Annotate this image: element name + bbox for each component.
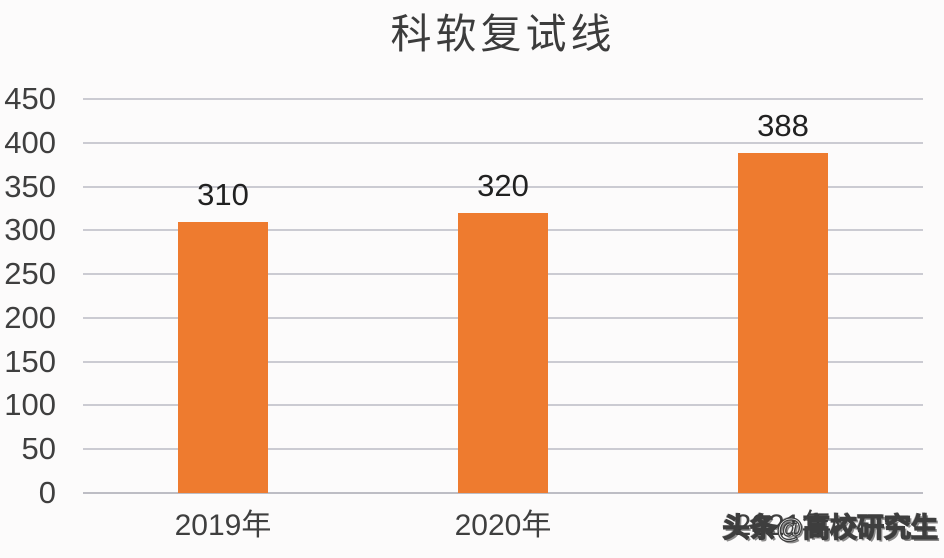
x-tick-label: 2021年 — [734, 509, 832, 542]
y-tick-label: 0 — [38, 475, 56, 510]
chart-title: 科软复试线 — [390, 11, 616, 57]
bar-value-label: 310 — [197, 176, 249, 212]
gridline — [83, 492, 923, 494]
y-tick-label: 300 — [4, 212, 56, 248]
y-tick-label: 150 — [4, 343, 56, 379]
y-tick-label: 200 — [4, 299, 56, 335]
x-tick-label: 2019年 — [174, 509, 272, 542]
bar — [178, 221, 268, 493]
y-tick-label: 400 — [4, 124, 56, 160]
gridline — [83, 141, 923, 144]
bar-value-label: 388 — [757, 108, 809, 144]
y-tick-label: 450 — [4, 81, 56, 116]
gridline — [83, 185, 923, 188]
x-tick-label: 2020年 — [454, 509, 552, 542]
bar — [738, 153, 828, 493]
y-tick-label: 100 — [4, 387, 56, 423]
bar — [458, 212, 548, 493]
gridline — [83, 98, 923, 100]
y-tick-label: 350 — [4, 168, 56, 204]
y-tick-label: 50 — [21, 431, 56, 467]
y-tick-label: 250 — [4, 256, 56, 292]
watermark: 头条@高校研究生 — [722, 512, 939, 543]
bar-value-label: 320 — [477, 167, 529, 203]
